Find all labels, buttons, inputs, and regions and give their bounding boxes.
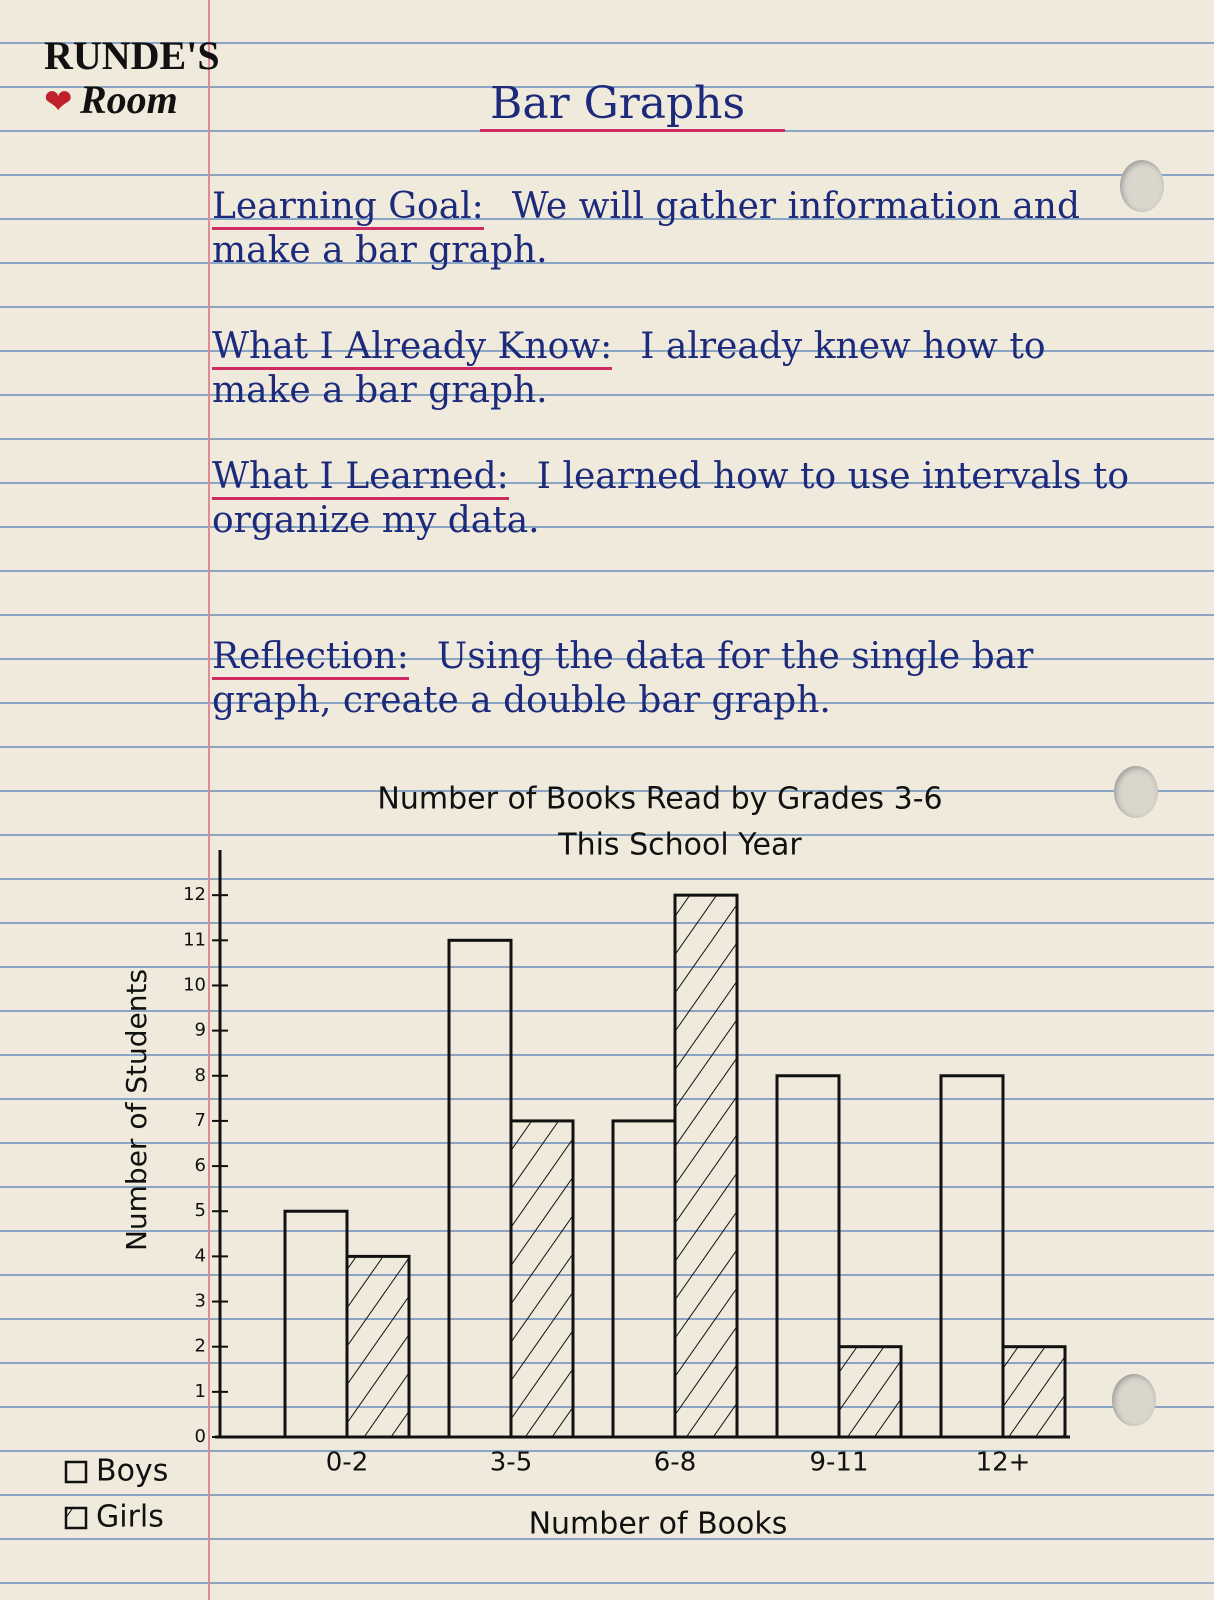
section: Reflection: Using the data for the single… (212, 635, 1142, 723)
x-tick-label: 9-11 (809, 1448, 868, 1478)
section: Learning Goal: We will gather information… (212, 185, 1142, 273)
punch-hole (1112, 1374, 1156, 1426)
punch-hole (1114, 766, 1158, 818)
y-tick-label: 6 (195, 1155, 206, 1176)
y-tick-label: 12 (183, 884, 206, 905)
x-axis-label: Number of Books (529, 1507, 788, 1542)
logo-heart: ❤ (44, 82, 73, 122)
x-tick-label: 12+ (976, 1448, 1031, 1478)
y-tick-label: 11 (183, 929, 206, 950)
section-label: Reflection: (212, 636, 409, 680)
x-tick-label: 0-2 (326, 1448, 368, 1478)
logo: RUNDE'S (44, 33, 220, 78)
bar (673, 893, 739, 1439)
section: What I Already Know: I already knew how t… (212, 325, 1142, 413)
y-tick-label: 7 (195, 1110, 206, 1131)
y-tick-label: 5 (195, 1200, 206, 1221)
bar (939, 1074, 1005, 1439)
legend-label: Girls (96, 1500, 164, 1535)
y-tick-label: 1 (195, 1381, 206, 1402)
y-tick-label: 3 (195, 1291, 206, 1312)
legend-label: Boys (96, 1454, 168, 1489)
legend-swatch (64, 1506, 88, 1530)
y-tick-label: 4 (195, 1245, 206, 1266)
bar (509, 1119, 575, 1439)
section-text: I already knew how to make a bar graph. (212, 326, 1046, 411)
section-label: What I Already Know: (212, 326, 613, 370)
section-label: Learning Goal: (212, 186, 484, 230)
y-tick-label: 8 (195, 1065, 206, 1086)
y-tick-label: 0 (195, 1426, 206, 1447)
y-tick-label: 9 (195, 1020, 206, 1041)
bar (447, 938, 513, 1439)
section-label: What I Learned: (212, 456, 509, 500)
logo: Room (80, 77, 178, 122)
section-text: Using the data for the single bar graph,… (212, 636, 1034, 721)
heading: Bar Graphs (480, 78, 786, 132)
bar (837, 1345, 903, 1439)
legend-swatch (64, 1460, 88, 1484)
y-tick-label: 2 (195, 1336, 206, 1357)
bar (1001, 1345, 1067, 1439)
bar (775, 1074, 841, 1439)
y-tick-label: 10 (183, 974, 206, 995)
bar (611, 1119, 677, 1439)
bar (345, 1254, 411, 1439)
section-text: I learned how to use intervals to organi… (212, 456, 1130, 541)
section-text: We will gather information and make a ba… (212, 186, 1081, 271)
section: What I Learned: I learned how to use inte… (212, 455, 1142, 543)
x-tick-label: 3-5 (490, 1448, 532, 1478)
chart-title: Number of Books Read by Grades 3-6 (377, 782, 942, 817)
punch-hole (1120, 160, 1164, 212)
chart-subtitle: This School Year (557, 828, 802, 863)
bar (283, 1209, 349, 1439)
x-tick-label: 6-8 (654, 1448, 696, 1478)
y-axis-label: Number of Students (120, 969, 153, 1251)
